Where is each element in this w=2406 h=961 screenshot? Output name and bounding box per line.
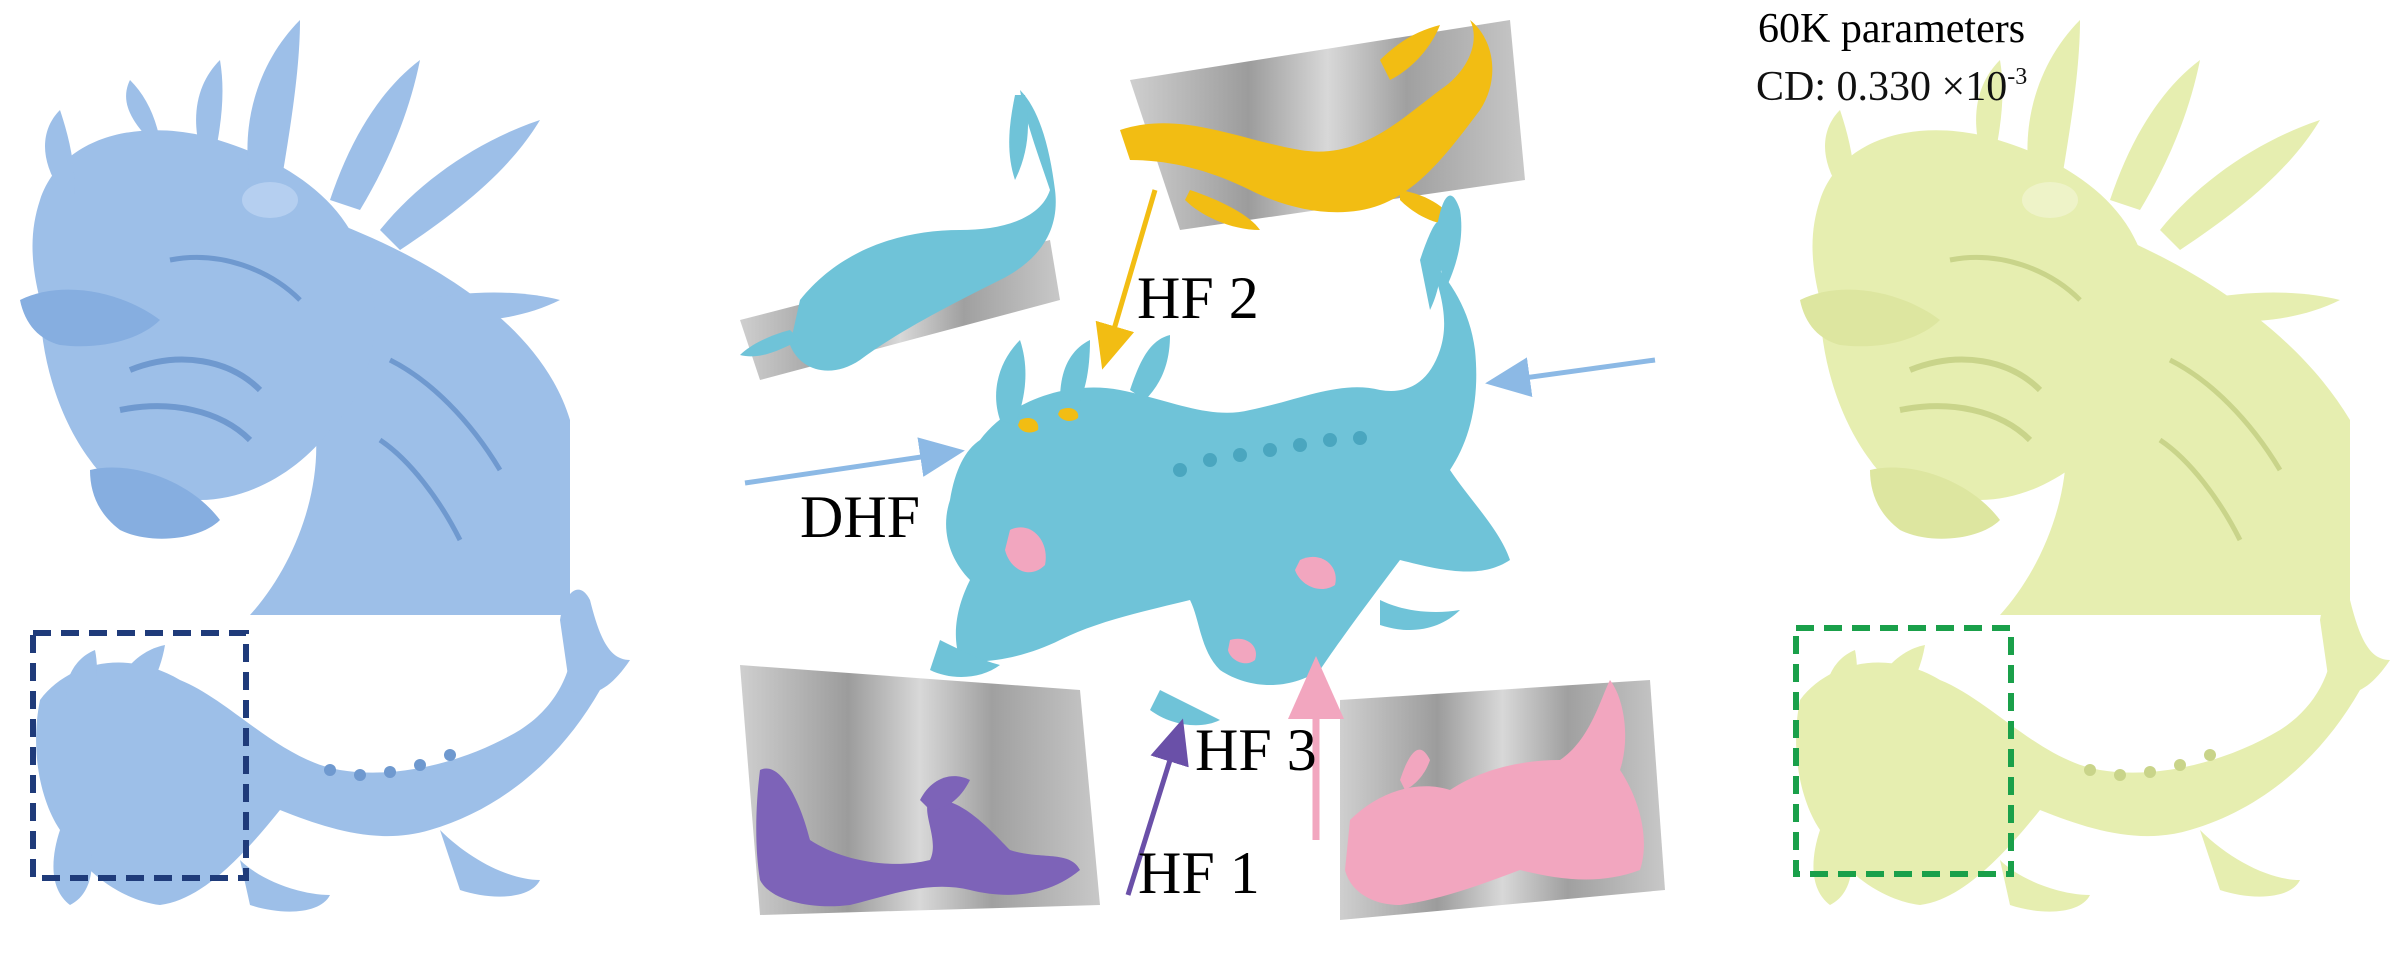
input-closeup-horn: [247, 20, 300, 190]
input-zoom-box: [30, 630, 249, 881]
hf2-heightfield: [1120, 20, 1525, 230]
result-closeup-horn: [2027, 20, 2080, 190]
hf3-heightfield: [1340, 680, 1665, 920]
result-closeup-panel: [1800, 20, 2350, 615]
hf2-arrow: [1095, 189, 1158, 370]
input-closeup-panel: [0, 0, 570, 615]
dhf-arrow-right: [1485, 357, 1656, 398]
result-cd-prefix: CD: 0.330 ×10: [1756, 64, 2007, 110]
dhf-label: DHF: [800, 484, 920, 550]
dhf-preview-small: [740, 90, 1060, 380]
result-zoom-box: [1793, 625, 2014, 877]
result-cd-text: CD: 0.330 ×10-3: [1756, 64, 2027, 110]
result-closeup-head: [1812, 130, 2155, 501]
input-closeup-head: [32, 130, 375, 501]
dhf-mesh: [930, 195, 1510, 726]
result-cd-exponent: -3: [2007, 64, 2027, 90]
hf1-arrow: [1125, 718, 1189, 896]
result-params-text: 60K parameters: [1758, 6, 2025, 52]
hf3-label: HF 3: [1195, 717, 1317, 783]
result-full-mesh: [1796, 589, 2390, 912]
hf1-heightfield: [740, 665, 1100, 915]
input-full-mesh: [36, 589, 630, 912]
hf1-label: HF 1: [1138, 840, 1260, 906]
hf2-label: HF 2: [1137, 265, 1259, 331]
dhf-arrow-left: [744, 437, 965, 486]
